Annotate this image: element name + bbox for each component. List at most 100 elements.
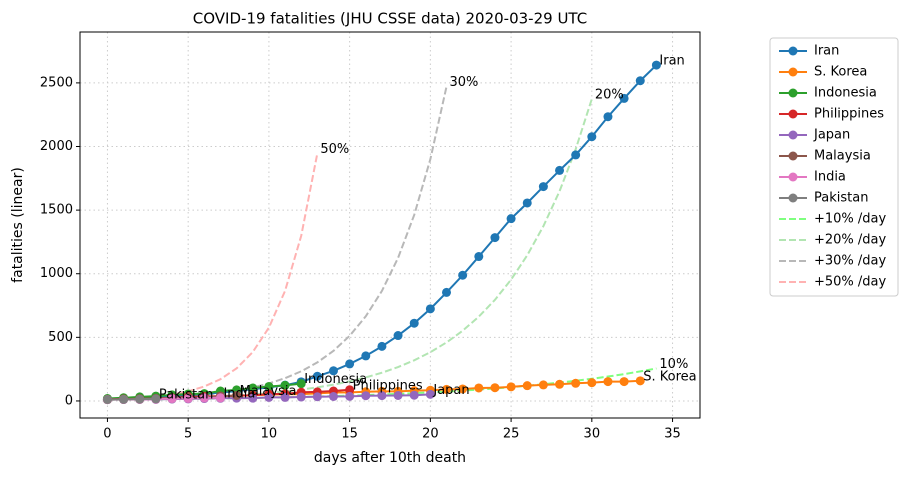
data-point — [409, 390, 419, 400]
chart-title: COVID-19 fatalities (JHU CSSE data) 2020… — [193, 10, 587, 28]
data-point — [619, 377, 629, 387]
data-point — [328, 391, 338, 401]
data-point — [248, 383, 258, 393]
end-label: Indonesia — [304, 372, 367, 387]
series-line — [107, 397, 156, 401]
end-label: S. Korea — [643, 369, 696, 384]
data-point — [345, 385, 355, 395]
legend-marker — [788, 172, 798, 182]
data-point — [506, 382, 516, 392]
legend-label: Pakistan — [814, 191, 868, 206]
x-tick-label: 25 — [503, 427, 520, 442]
data-point — [377, 391, 387, 401]
end-label: Japan — [432, 383, 469, 398]
data-point — [442, 287, 452, 297]
end-label: Philippines — [353, 378, 423, 393]
legend-label: Japan — [813, 128, 850, 143]
data-point — [603, 112, 613, 122]
data-point — [522, 381, 532, 391]
data-point — [635, 376, 645, 386]
data-point — [442, 384, 452, 394]
data-point — [522, 198, 532, 208]
data-point — [119, 394, 129, 404]
y-tick-label: 1500 — [40, 203, 73, 218]
data-point — [619, 93, 629, 103]
data-point — [490, 383, 500, 393]
data-point — [296, 392, 306, 402]
growth-label: 50% — [320, 142, 349, 157]
data-point — [377, 341, 387, 351]
data-point — [603, 377, 613, 387]
data-point — [102, 395, 112, 405]
data-point — [490, 233, 500, 243]
legend-marker — [788, 46, 798, 56]
data-point — [474, 252, 484, 262]
data-point — [312, 371, 322, 381]
legend-label: India — [814, 170, 846, 185]
data-point — [135, 394, 145, 404]
legend-label: Indonesia — [814, 86, 877, 101]
growth-label: 20% — [595, 87, 624, 102]
data-point — [345, 391, 355, 401]
data-point — [361, 351, 371, 361]
legend-label: Philippines — [814, 107, 884, 122]
data-point — [458, 270, 468, 280]
legend-label: S. Korea — [814, 65, 867, 80]
x-tick-label: 35 — [664, 427, 681, 442]
legend-label: +50% /day — [814, 275, 887, 290]
data-point — [264, 392, 274, 402]
data-point — [393, 331, 403, 341]
legend-label: Malaysia — [814, 149, 871, 164]
y-axis-label: fatalities (linear) — [10, 167, 26, 283]
data-point — [538, 380, 548, 390]
end-label: Iran — [659, 54, 684, 69]
data-point — [571, 150, 581, 160]
y-tick-label: 2000 — [40, 139, 73, 154]
y-tick-label: 1000 — [40, 266, 73, 281]
end-label: Pakistan — [159, 387, 213, 402]
data-point — [280, 380, 290, 390]
data-point — [587, 132, 597, 142]
data-point — [312, 392, 322, 402]
data-point — [280, 392, 290, 402]
growth-label: 30% — [450, 75, 479, 90]
data-point — [458, 384, 468, 394]
data-point — [151, 394, 161, 404]
data-point — [571, 378, 581, 388]
legend-marker — [788, 109, 798, 119]
legend-marker — [788, 130, 798, 140]
data-point — [506, 214, 516, 224]
data-point — [651, 60, 661, 70]
growth-label: 10% — [659, 357, 688, 372]
y-tick-label: 2500 — [40, 75, 73, 90]
data-point — [183, 393, 193, 403]
data-point — [232, 390, 242, 400]
x-tick-label: 0 — [103, 427, 111, 442]
legend-marker — [788, 151, 798, 161]
data-point — [248, 393, 258, 403]
end-label: India — [223, 386, 255, 401]
data-point — [555, 165, 565, 175]
data-point — [425, 304, 435, 314]
legend-marker — [788, 67, 798, 77]
data-point — [587, 378, 597, 388]
x-tick-label: 30 — [584, 427, 601, 442]
data-point — [393, 390, 403, 400]
axes-frame — [79, 31, 701, 419]
legend-label: Iran — [814, 44, 839, 59]
legend-marker — [788, 193, 798, 203]
data-point — [409, 318, 419, 328]
x-axis-label: days after 10th death — [314, 450, 466, 466]
data-point — [264, 381, 274, 391]
data-point — [167, 394, 177, 404]
x-tick-label: 5 — [184, 427, 192, 442]
data-point — [474, 383, 484, 393]
data-point — [635, 76, 645, 86]
x-tick-label: 15 — [341, 427, 358, 442]
legend-label: +20% /day — [814, 233, 887, 248]
data-point — [538, 182, 548, 192]
data-point — [199, 393, 209, 403]
end-label: Malaysia — [240, 384, 297, 399]
data-point — [328, 366, 338, 376]
data-point — [361, 391, 371, 401]
